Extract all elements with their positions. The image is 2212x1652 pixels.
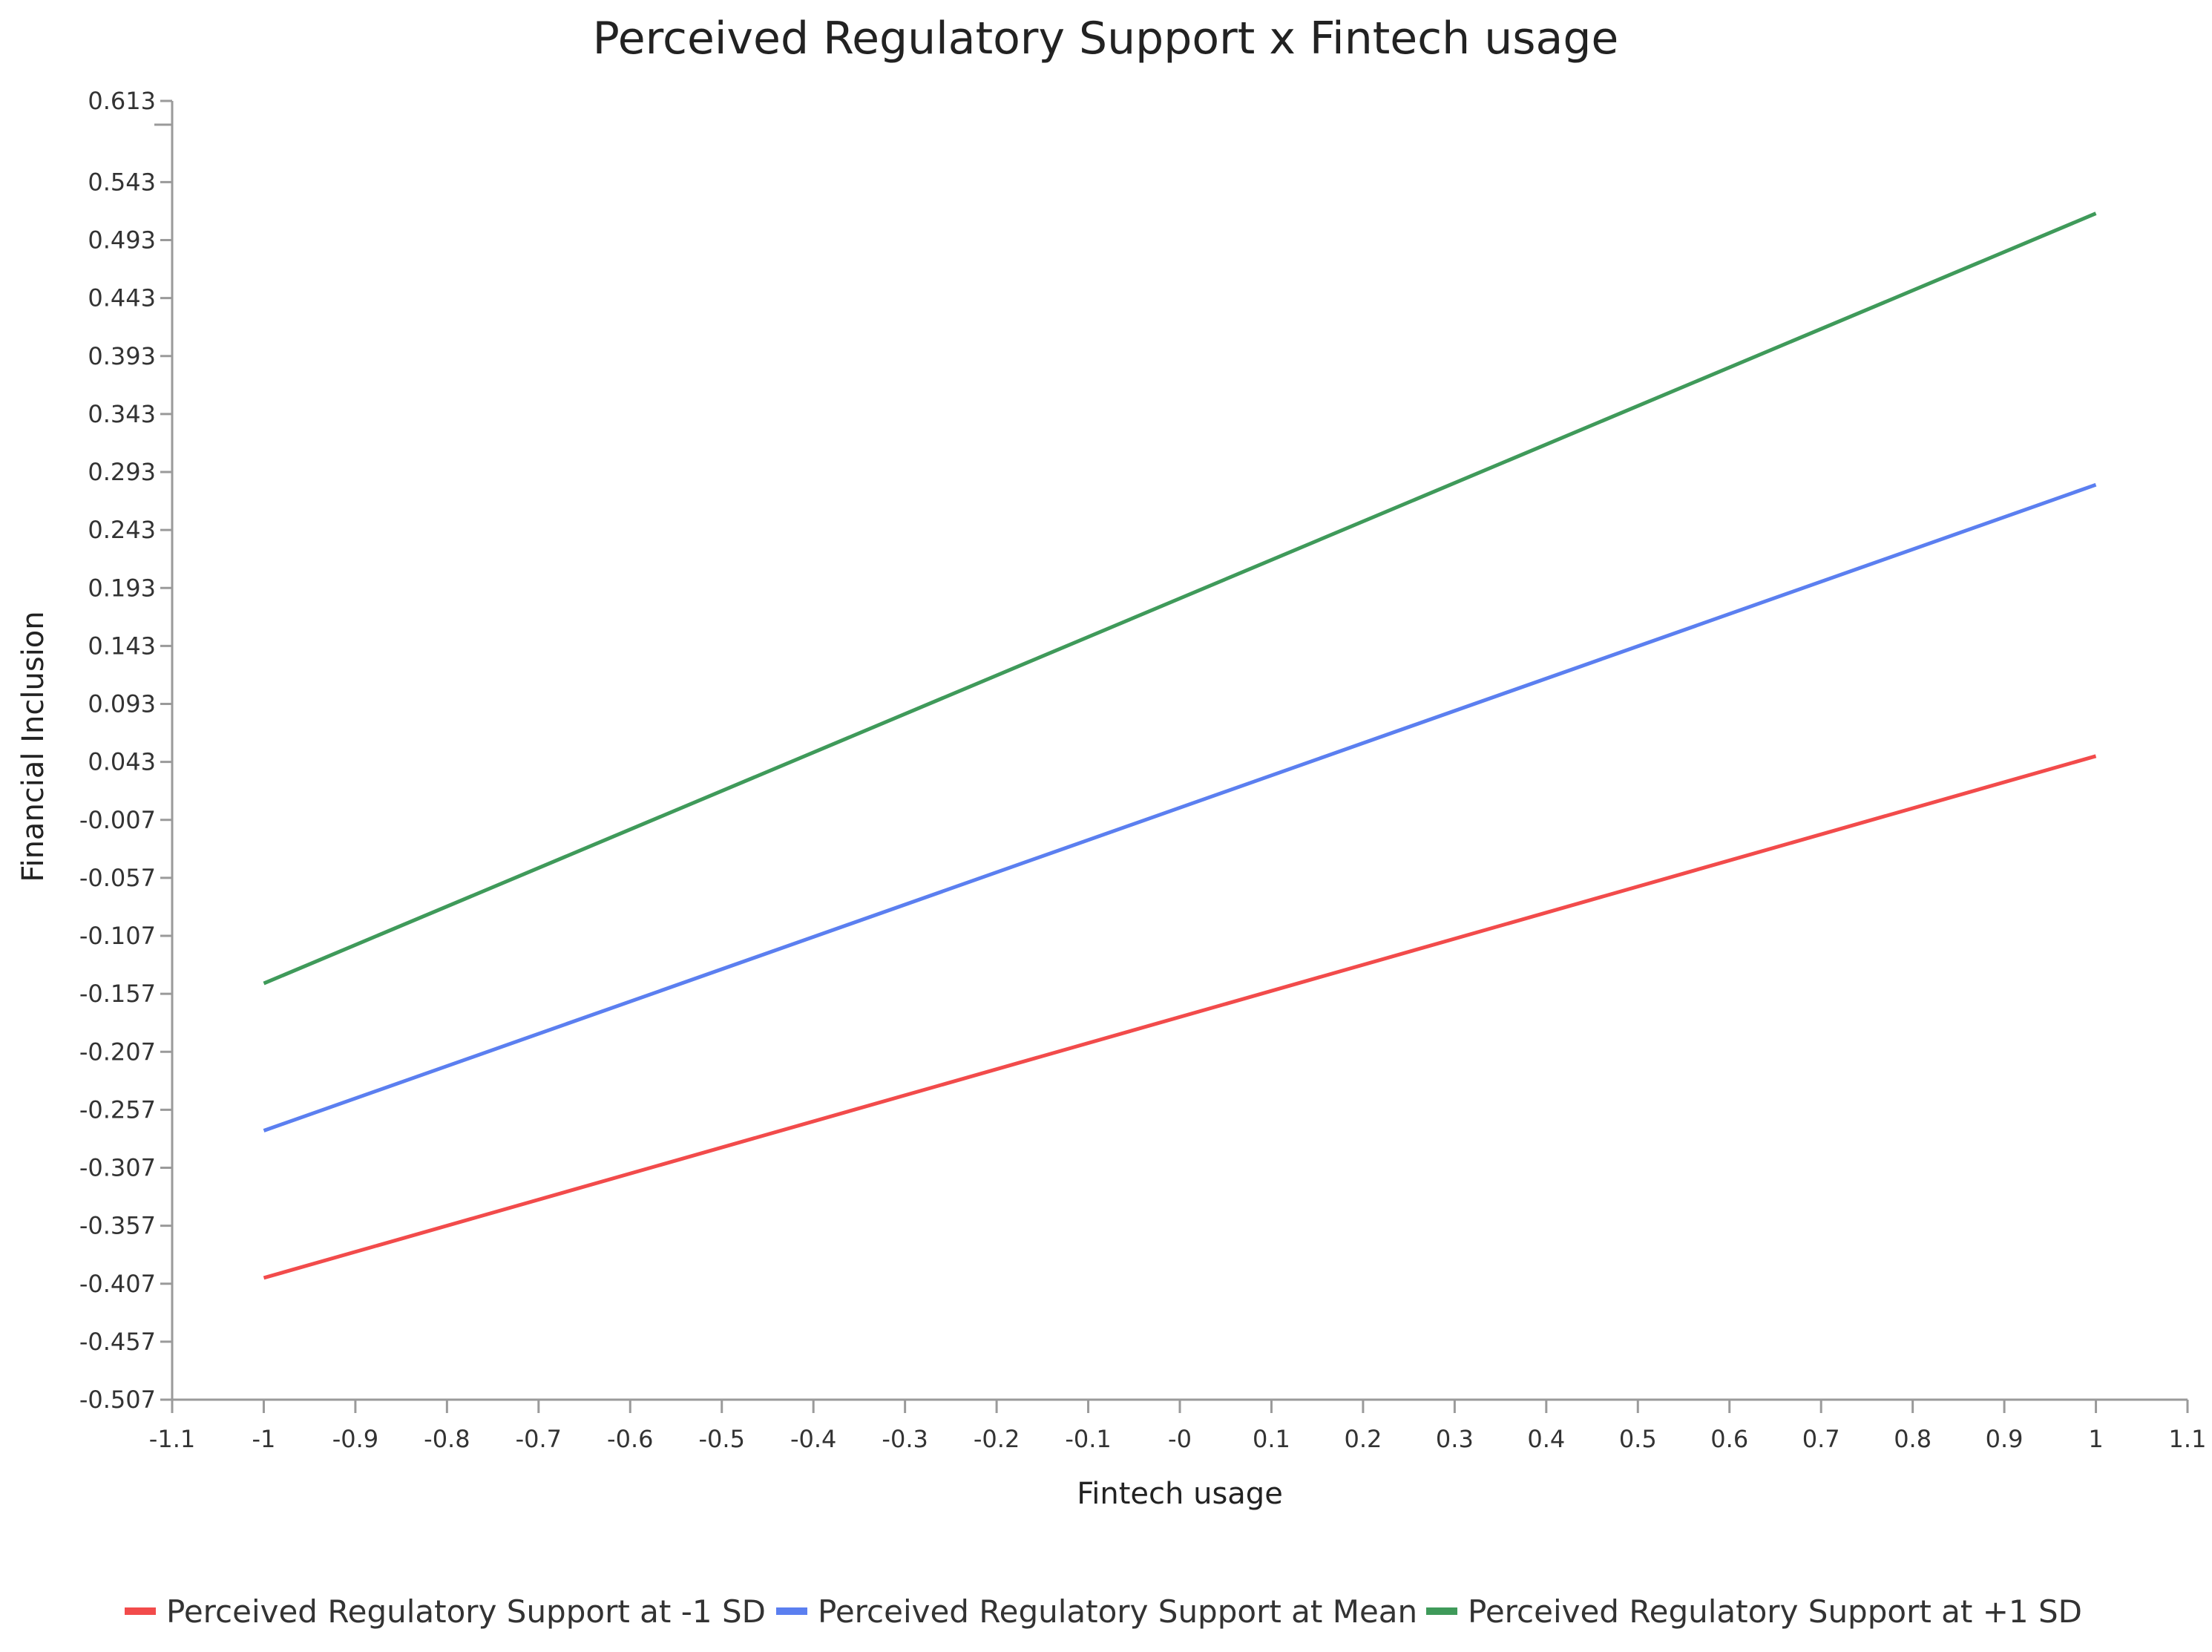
- legend-swatch-2: [1426, 1607, 1457, 1615]
- series-lines: [263, 212, 2097, 1280]
- y-tick-label: 0.293: [88, 458, 156, 486]
- legend-swatch-0: [125, 1607, 156, 1615]
- y-tick-label: 0.143: [88, 632, 156, 660]
- x-tick-label: 0.5: [1619, 1425, 1657, 1453]
- y-tick-label: 0.613: [88, 87, 156, 115]
- series-line-2: [263, 212, 2097, 986]
- x-tick-label: 1.1: [2169, 1425, 2207, 1453]
- x-tick-label: -0.4: [790, 1425, 836, 1453]
- y-tick-label: -0.307: [79, 1154, 156, 1182]
- x-tick-label: -0.5: [699, 1425, 745, 1453]
- y-tick-label: -0.107: [79, 922, 156, 950]
- x-tick-label: -0.1: [1065, 1425, 1111, 1453]
- y-tick-label: 0.043: [88, 748, 156, 776]
- y-tick-label: -0.257: [79, 1095, 156, 1124]
- y-tick-label: -0.357: [79, 1212, 156, 1240]
- x-tick-label: -0.6: [607, 1425, 653, 1453]
- legend-swatch-1: [776, 1607, 807, 1615]
- x-tick-label: 0.7: [1802, 1425, 1840, 1453]
- x-tick-label: -0.8: [424, 1425, 470, 1453]
- y-tick-label: 0.543: [88, 168, 156, 196]
- y-axis-title: Financial Inclusion: [16, 611, 50, 882]
- y-tick-label: -0.407: [79, 1270, 156, 1298]
- x-tick-label: 1: [2088, 1425, 2103, 1453]
- legend: Perceived Regulatory Support at -1 SD Per…: [125, 1593, 2082, 1630]
- y-tick-label: -0.157: [79, 980, 156, 1008]
- y-tick-label: 0.343: [88, 400, 156, 428]
- series-line-0: [263, 754, 2097, 1280]
- y-tick-label: 0.393: [88, 342, 156, 370]
- y-tick-label: 0.443: [88, 284, 156, 312]
- legend-label-0: Perceived Regulatory Support at -1 SD: [166, 1593, 766, 1630]
- x-tick-label: 0.4: [1527, 1425, 1565, 1453]
- y-tick-label: -0.507: [79, 1386, 156, 1414]
- y-tick-label: -0.457: [79, 1328, 156, 1356]
- x-axis-title: Fintech usage: [1077, 1477, 1283, 1511]
- x-tick-label: 0.3: [1436, 1425, 1474, 1453]
- x-tick-label: -0: [1168, 1425, 1192, 1453]
- y-tick-label: -0.007: [79, 806, 156, 834]
- x-tick-label: -1.1: [149, 1425, 195, 1453]
- y-tick-label: 0.193: [88, 574, 156, 602]
- series-line-1: [263, 482, 2097, 1133]
- y-tick-label: -0.207: [79, 1038, 156, 1066]
- y-tick-label: 0.093: [88, 690, 156, 718]
- x-tick-label: -1: [252, 1425, 276, 1453]
- x-tick-label: -0.9: [332, 1425, 378, 1453]
- x-tick-label: 0.1: [1253, 1425, 1290, 1453]
- legend-label-2: Perceived Regulatory Support at +1 SD: [1468, 1593, 2082, 1630]
- x-tick-label: -0.2: [974, 1425, 1020, 1453]
- legend-label-1: Perceived Regulatory Support at Mean: [818, 1593, 1417, 1630]
- x-tick-label: -0.3: [882, 1425, 928, 1453]
- y-axis: 0.613 0.543 0.493 0.443 0.393 0.343 0.293 0.243…: [79, 87, 174, 1414]
- y-tick-label: 0.243: [88, 516, 156, 544]
- y-tick-label: -0.057: [79, 864, 156, 892]
- x-tick-label: 0.6: [1710, 1425, 1748, 1453]
- y-tick-label: 0.493: [88, 226, 156, 255]
- x-axis: -1.1 -1 -0.9 -0.8 -0.7 -0.6 -0.5 -0.4 -0.3 -0.2 -0…: [149, 1398, 2207, 1453]
- x-tick-label: 0.8: [1894, 1425, 1932, 1453]
- x-tick-label: 0.9: [1986, 1425, 2024, 1453]
- chart-title: Perceived Regulatory Support x Fintech u…: [593, 13, 1619, 65]
- x-tick-label: -0.7: [516, 1425, 562, 1453]
- x-tick-label: 0.2: [1344, 1425, 1382, 1453]
